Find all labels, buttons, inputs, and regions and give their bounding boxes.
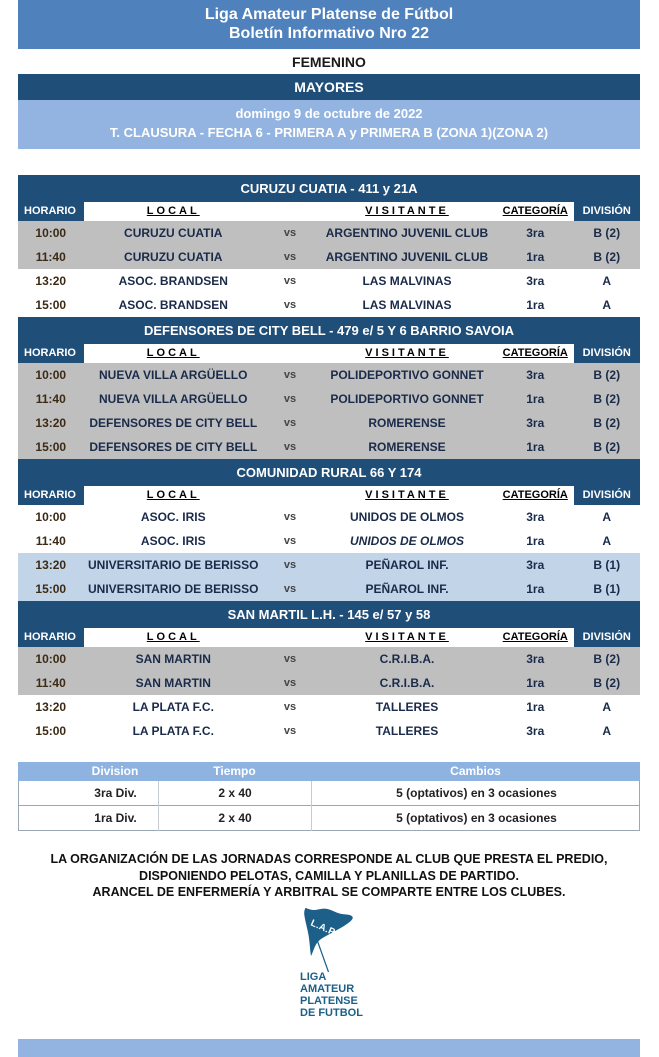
svg-text:AMATEUR: AMATEUR (300, 983, 354, 995)
svg-text:PLATENSE: PLATENSE (300, 995, 358, 1007)
svg-text:DE FUTBOL: DE FUTBOL (300, 1007, 363, 1019)
svg-text:LIGA: LIGA (300, 971, 326, 983)
